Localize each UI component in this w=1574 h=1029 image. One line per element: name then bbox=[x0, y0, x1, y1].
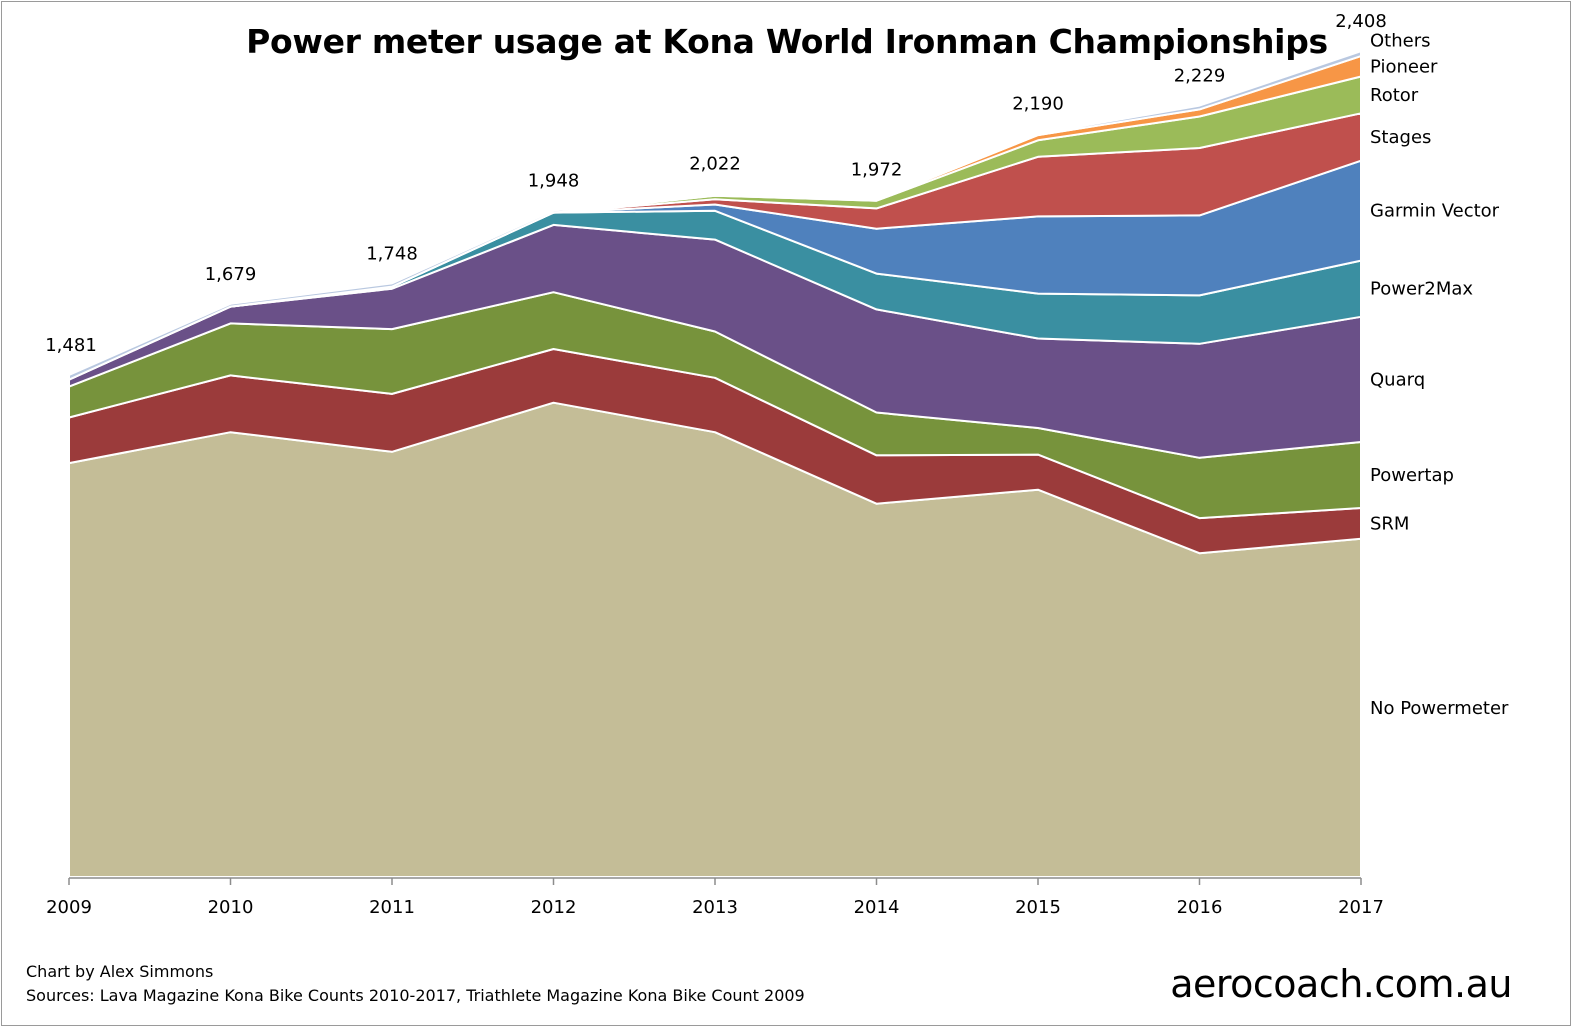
series-labels: No Powermeter SRM Powertap Quarq Power2Max Ga… bbox=[1370, 30, 1509, 719]
series-label-powertap: Powertap bbox=[1370, 465, 1454, 486]
series-label-others: Others bbox=[1370, 30, 1431, 51]
total-label-2012: 1,948 bbox=[528, 170, 580, 191]
area-layers bbox=[68, 50, 1362, 878]
x-tick-label-2009: 2009 bbox=[46, 897, 92, 918]
series-label-pioneer: Pioneer bbox=[1370, 56, 1438, 77]
series-label-quarq: Quarq bbox=[1370, 369, 1425, 390]
x-tick-label-2016: 2016 bbox=[1177, 897, 1223, 918]
total-labels: 1,481 1,679 1,748 1,948 2,022 1,972 2,190 2,229… bbox=[45, 11, 1387, 356]
x-tick-label-2017: 2017 bbox=[1338, 897, 1384, 918]
series-label-stages: Stages bbox=[1370, 127, 1431, 148]
chart-credit: Chart by Alex Simmons bbox=[26, 962, 214, 981]
area-others bbox=[68, 50, 1362, 381]
series-label-rotor: Rotor bbox=[1370, 85, 1419, 106]
x-tick-label-2011: 2011 bbox=[369, 897, 415, 918]
total-label-2017: 2,408 bbox=[1335, 11, 1387, 32]
total-label-2010: 1,679 bbox=[205, 264, 257, 285]
brand-watermark: aerocoach.com.au bbox=[1170, 962, 1512, 1006]
total-label-2015: 2,190 bbox=[1012, 94, 1064, 115]
total-label-2016: 2,229 bbox=[1174, 66, 1226, 87]
x-tick-label-2010: 2010 bbox=[208, 897, 254, 918]
series-label-power2max: Power2Max bbox=[1370, 279, 1473, 300]
chart-title: Power meter usage at Kona World Ironman … bbox=[246, 22, 1328, 61]
x-tick-label-2013: 2013 bbox=[692, 897, 738, 918]
x-tick-label-2014: 2014 bbox=[854, 897, 900, 918]
series-label-srm: SRM bbox=[1370, 513, 1409, 534]
series-label-garmin-vector: Garmin Vector bbox=[1370, 201, 1500, 222]
x-tick-label-2012: 2012 bbox=[531, 897, 577, 918]
x-tick-label-2015: 2015 bbox=[1015, 897, 1061, 918]
series-label-no-powermeter: No Powermeter bbox=[1370, 698, 1509, 719]
total-label-2014: 1,972 bbox=[851, 159, 903, 180]
total-label-2013: 2,022 bbox=[689, 154, 741, 175]
total-label-2011: 1,748 bbox=[366, 243, 418, 264]
chart-sources: Sources: Lava Magazine Kona Bike Counts … bbox=[26, 986, 805, 1005]
total-label-2009: 1,481 bbox=[45, 335, 97, 356]
x-axis: 2009 2010 2011 2012 2013 2014 2015 2016 2017 bbox=[46, 877, 1384, 918]
